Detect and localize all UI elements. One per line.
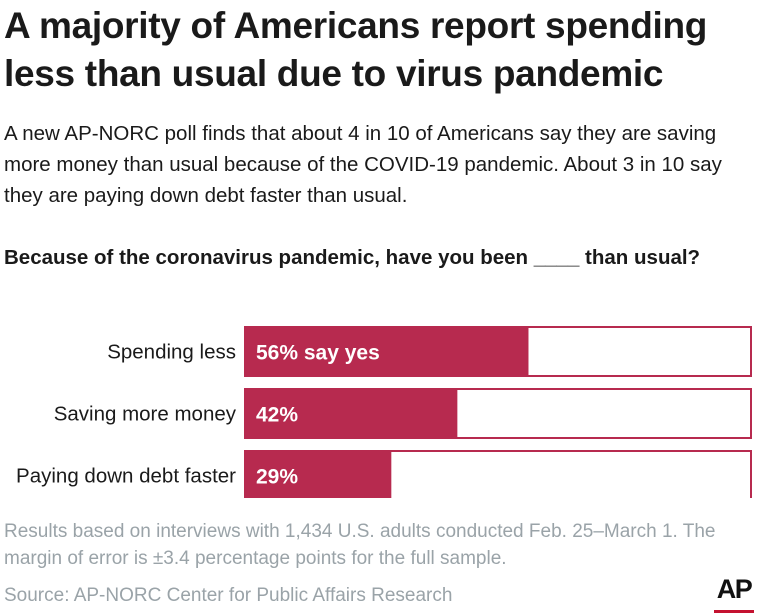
methodology-note: Results based on interviews with 1,434 U… [4,521,716,569]
bar [244,450,392,498]
data-label: 56% say yes [256,342,380,365]
category-label: Spending less [107,341,236,364]
bar-chart: Spending less 56% say yes Saving more mone… [16,326,752,498]
data-label: 29% [256,466,298,489]
source-line: Source: AP-NORC Center for Public Affair… [4,585,453,606]
chart-title: A majority of Americans report spending … [4,5,708,94]
survey-question: Because of the coronavirus pandemic, hav… [4,246,701,269]
bar [244,326,529,377]
category-label: Saving more money [54,403,237,426]
bar [244,388,458,439]
ap-logo: AP [714,574,754,613]
data-label: 42% [256,404,298,427]
chart-subtitle: A new AP-NORC poll finds that about 4 in… [4,122,722,207]
category-label: Paying down debt faster [16,465,236,488]
